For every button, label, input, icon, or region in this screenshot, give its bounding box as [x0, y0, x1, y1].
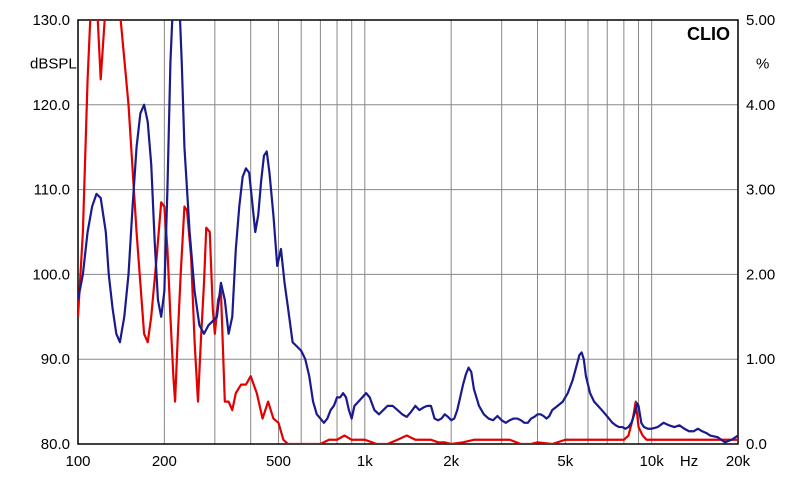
y-left-tick: 120.0	[32, 97, 70, 114]
y-right-tick: 4.00	[746, 97, 775, 114]
x-tick: 5k	[557, 453, 573, 470]
x-tick: 2k	[443, 453, 459, 470]
y-left-tick: 80.0	[41, 436, 70, 453]
y-left-tick: 110.0	[34, 182, 70, 199]
y-left-tick: 100.0	[32, 266, 70, 283]
y-left-unit: dBSPL	[30, 55, 77, 72]
y-left-tick: 130.0	[32, 12, 70, 29]
chart-svg: 80.0 90.0 100.0 110.0 120.0 130.0 dBSPL 0.0 1.00…	[0, 0, 800, 504]
y-left-tick: 90.0	[41, 351, 70, 368]
x-tick: 1k	[357, 453, 373, 470]
x-tick: 20k	[726, 453, 751, 470]
y-right-tick: 0.0	[746, 436, 767, 453]
x-tick: 100	[65, 453, 90, 470]
y-right-tick: 5.00	[746, 12, 775, 29]
x-tick: 200	[152, 453, 177, 470]
y-right-tick: 1.00	[746, 351, 775, 368]
y-right-unit: %	[756, 55, 769, 72]
chart-logo: CLIO	[687, 24, 730, 44]
frequency-response-chart: 80.0 90.0 100.0 110.0 120.0 130.0 dBSPL 0.0 1.00…	[0, 0, 800, 504]
y-right-tick: 3.00	[746, 182, 775, 199]
y-right-tick: 2.00	[746, 266, 775, 283]
x-tick: 10k	[640, 453, 665, 470]
x-tick: 500	[266, 453, 291, 470]
x-unit: Hz	[680, 453, 698, 470]
